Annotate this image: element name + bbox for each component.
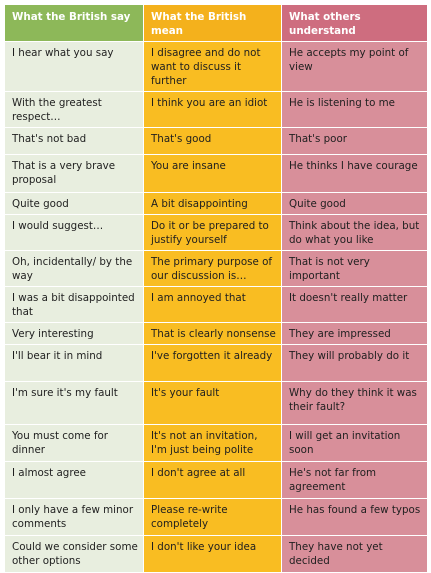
meaning-cell: I've forgotten it already [143,344,282,382]
meaning-cell: It's not an invitation, I'm just being p… [143,424,282,462]
phrase-cell: I almost agree [4,461,144,499]
column-header-british-say: What the British say [4,4,144,42]
table-row: I hear what you say I disagree and do no… [4,41,428,92]
column-header-others-understand: What others understand [281,4,428,42]
meaning-cell: That's good [143,127,282,155]
phrase-cell: I'm sure it's my fault [4,381,144,425]
meaning-cell: I don't agree at all [143,461,282,499]
table-row: Oh, incidentally/ by the way The primary… [4,250,428,287]
phrase-cell: I only have a few minor comments [4,498,144,536]
understanding-cell: They have not yet decided [281,535,428,573]
understanding-cell: Think about the idea, but do what you li… [281,214,428,251]
understanding-cell: Quite good [281,192,428,215]
understanding-cell: They are impressed [281,322,428,345]
phrase-cell: That is a very brave proposal [4,154,144,193]
table-row: With the greatest respect… I think you a… [4,91,428,128]
table-row: I'll bear it in mind I've forgotten it a… [4,344,428,382]
phrase-cell: Could we consider some other options [4,535,144,573]
understanding-cell: He accepts my point of view [281,41,428,92]
british-phrases-table: What the British say What the British me… [4,4,428,573]
table-row: Very interesting That is clearly nonsens… [4,322,428,345]
phrase-cell: I'll bear it in mind [4,344,144,382]
meaning-cell: A bit disappointing [143,192,282,215]
meaning-cell: It's your fault [143,381,282,425]
understanding-cell: He is listening to me [281,91,428,128]
understanding-cell: He has found a few typos [281,498,428,536]
meaning-cell: I disagree and do not want to discuss it… [143,41,282,92]
meaning-cell: Please re-write completely [143,498,282,536]
column-header-british-mean: What the British mean [143,4,282,42]
table-row: I only have a few minor comments Please … [4,498,428,536]
meaning-cell: The primary purpose of our discussion is… [143,250,282,287]
phrase-cell: I was a bit disappointed that [4,286,144,323]
understanding-cell: That's poor [281,127,428,155]
meaning-cell: I am annoyed that [143,286,282,323]
understanding-cell: It doesn't really matter [281,286,428,323]
meaning-cell: Do it or be prepared to justify yourself [143,214,282,251]
understanding-cell: He thinks I have courage [281,154,428,193]
table-row: I almost agree I don't agree at all He's… [4,461,428,499]
phrase-cell: Very interesting [4,322,144,345]
understanding-cell: I will get an invitation soon [281,424,428,462]
meaning-cell: That is clearly nonsense [143,322,282,345]
phrase-cell: I would suggest… [4,214,144,251]
table-row: I would suggest… Do it or be prepared to… [4,214,428,251]
table-row: Quite good A bit disappointing Quite goo… [4,192,428,215]
meaning-cell: You are insane [143,154,282,193]
table-row: Could we consider some other options I d… [4,535,428,573]
header-row: What the British say What the British me… [4,4,428,42]
table-row: You must come for dinner It's not an inv… [4,424,428,462]
understanding-cell: That is not very important [281,250,428,287]
meaning-cell: I don't like your idea [143,535,282,573]
phrase-cell: You must come for dinner [4,424,144,462]
phrase-cell: That's not bad [4,127,144,155]
phrase-cell: Quite good [4,192,144,215]
understanding-cell: They will probably do it [281,344,428,382]
table-row: I was a bit disappointed that I am annoy… [4,286,428,323]
phrase-cell: Oh, incidentally/ by the way [4,250,144,287]
table-row: I'm sure it's my fault It's your fault W… [4,381,428,425]
understanding-cell: Why do they think it was their fault? [281,381,428,425]
phrase-cell: I hear what you say [4,41,144,92]
table-row: That is a very brave proposal You are in… [4,154,428,193]
table-row: That's not bad That's good That's poor [4,127,428,155]
phrase-cell: With the greatest respect… [4,91,144,128]
meaning-cell: I think you are an idiot [143,91,282,128]
understanding-cell: He's not far from agreement [281,461,428,499]
